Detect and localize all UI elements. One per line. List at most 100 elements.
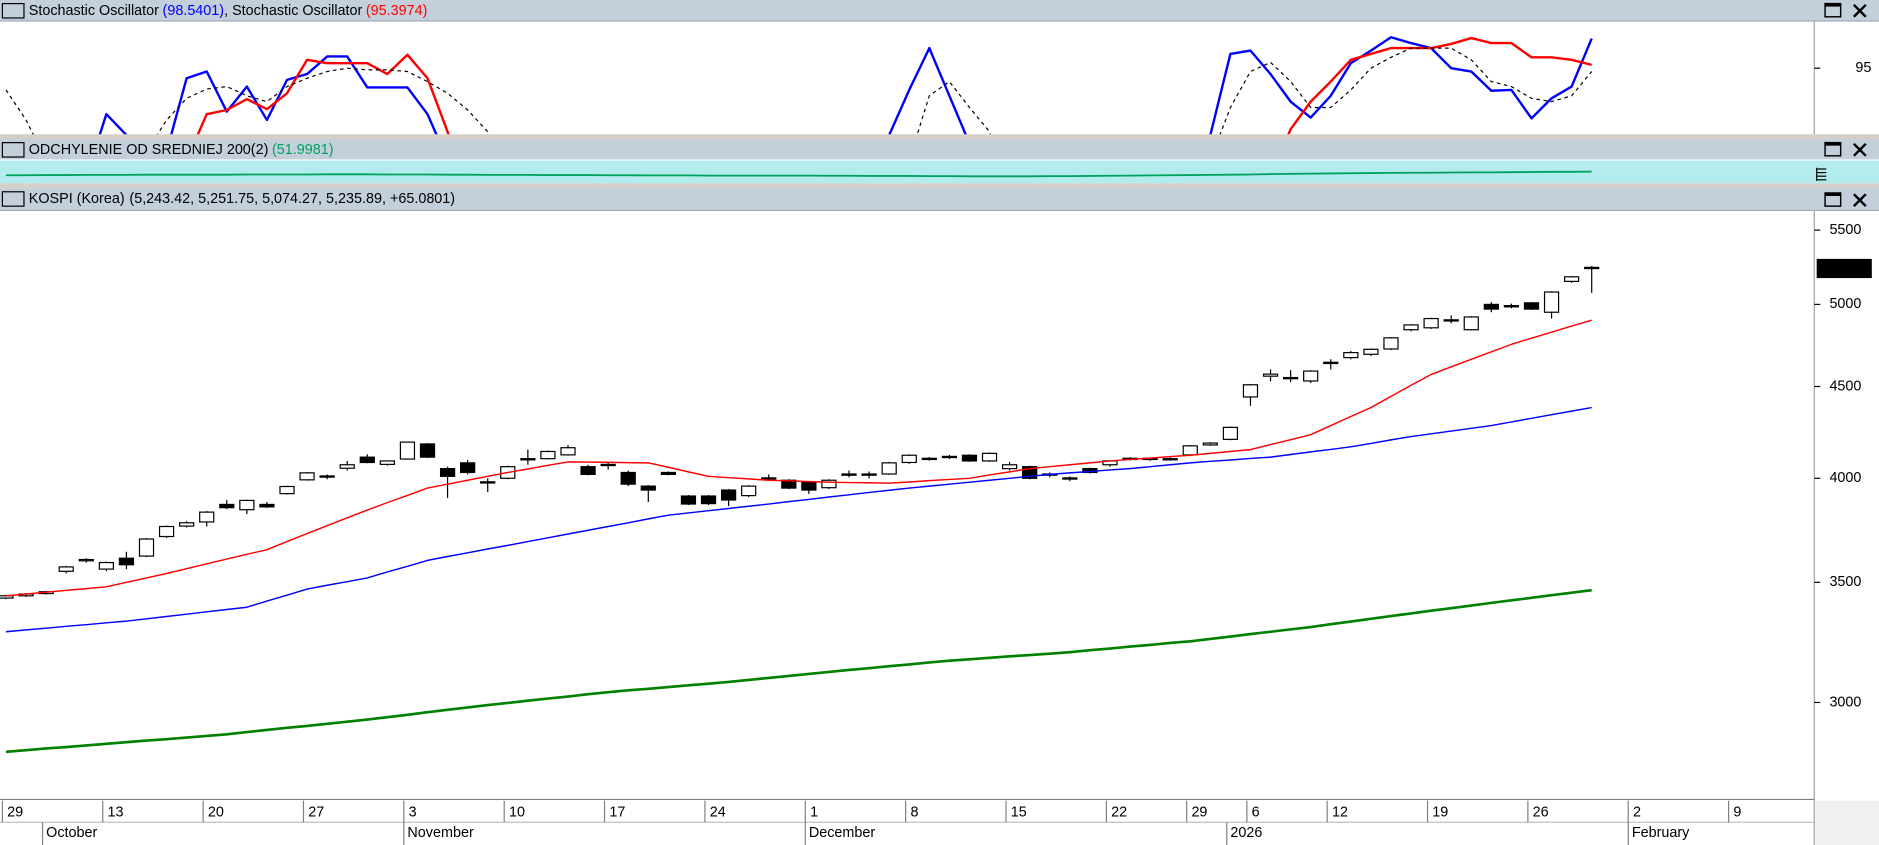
indicator-line: [98, 36, 1593, 135]
candle-body: [901, 454, 917, 464]
candle-body: [1543, 291, 1560, 313]
x-tick-label: 13: [108, 804, 124, 820]
x-tick-label: 12: [1332, 804, 1348, 820]
candle-body: [399, 441, 416, 460]
month-label: October: [46, 825, 97, 841]
candle-body: [720, 489, 737, 501]
y-tick-label: 3000: [1829, 694, 1861, 710]
y-tick-label: 5000: [1829, 296, 1861, 312]
candle-body: [921, 457, 937, 461]
candle-body: [741, 485, 757, 497]
candle-body: [1202, 442, 1218, 446]
legend-value: (98.5401): [163, 3, 225, 19]
candle-body: [118, 557, 135, 566]
maximize-button[interactable]: [1824, 192, 1842, 207]
candle-body: [1022, 466, 1038, 479]
x-tick-label: 15: [1011, 804, 1027, 820]
x-tick-label: 1: [810, 804, 818, 820]
title-values: (5,243.42, 5,251.75, 5,074.27, 5,235.89,…: [129, 191, 455, 207]
candle-body: [1423, 317, 1439, 329]
maximize-button[interactable]: [1824, 2, 1842, 18]
candle-body: [1483, 303, 1499, 310]
plot-area: [0, 266, 1600, 754]
last-price-box: [1816, 258, 1872, 279]
candle-body: [0, 595, 14, 599]
candle-body: [1343, 352, 1359, 359]
candle-body: [379, 460, 395, 465]
candle-body: [1383, 337, 1399, 350]
plot-area: [5, 170, 1592, 178]
candle-body: [1162, 458, 1178, 461]
panel-icon: [1, 191, 25, 207]
candle-body: [1182, 445, 1198, 456]
legend-value: (51.9981): [272, 142, 334, 158]
candle-body: [1001, 464, 1018, 470]
indicator-line: [5, 319, 1592, 597]
month-label: December: [809, 825, 876, 841]
x-tick-label: 26: [1533, 804, 1549, 820]
x-tick-label: 20: [208, 804, 224, 820]
month-label: 2026: [1230, 825, 1262, 841]
candle-body: [1523, 302, 1540, 310]
candle-body: [961, 454, 978, 462]
candle-body: [199, 511, 215, 523]
candle-body: [279, 485, 295, 495]
candle-body: [1584, 266, 1600, 270]
y-tick-label: 5500: [1829, 222, 1861, 238]
x-tick-label: 10: [509, 804, 525, 820]
candle-body: [801, 481, 817, 491]
corner: [1815, 800, 1879, 845]
x-tick-label: 27: [308, 804, 324, 820]
divider: [0, 20, 1879, 22]
panel-plot: [0, 160, 1879, 184]
month-label: November: [407, 825, 474, 841]
panel-header: [0, 139, 1879, 160]
candle-body: [540, 450, 556, 460]
panel-header: [0, 188, 1879, 210]
candle-body: [219, 503, 235, 509]
candle-body: [58, 566, 74, 572]
candle-body: [640, 485, 656, 491]
indicator-line: [5, 47, 1593, 135]
y-tick-label: 4500: [1829, 378, 1861, 394]
candle-body: [821, 479, 837, 489]
candle-body: [138, 538, 155, 557]
month-label: February: [1632, 825, 1690, 841]
panel-header: [0, 0, 1879, 21]
x-tick-label: 29: [7, 804, 23, 820]
candle-body: [620, 471, 636, 485]
legend-value: (95.3974): [366, 3, 428, 19]
panel-icon: [1, 2, 25, 19]
close-button[interactable]: [1852, 142, 1867, 157]
x-tick-label: 8: [910, 804, 918, 820]
panel-title: KOSPI (Korea) (5,243.42, 5,251.75, 5,074.…: [29, 191, 455, 207]
candle-body: [1443, 319, 1459, 322]
scale-icon: [1816, 167, 1827, 181]
x-tick-label: 9: [1733, 804, 1741, 820]
candle-body: [158, 525, 175, 538]
divider: [0, 209, 1879, 211]
candle-body: [239, 499, 255, 511]
candle-body: [1363, 348, 1379, 355]
x-tick-label: 2: [1633, 804, 1641, 820]
candle-body: [1262, 373, 1279, 377]
candle-body: [941, 455, 958, 459]
candle-body: [359, 456, 375, 464]
candle-body: [1303, 370, 1319, 382]
candle-body: [680, 495, 697, 505]
panel-title: Stochastic Oscillator (98.5401), Stochast…: [29, 3, 428, 19]
candle-body: [78, 558, 94, 562]
close-button[interactable]: [1852, 193, 1867, 208]
candle-body: [560, 447, 576, 456]
last-price-label: 5235.89: [1820, 261, 1868, 276]
candle-body: [1222, 426, 1239, 440]
candle-body: [299, 472, 315, 481]
indicator-line: [5, 588, 1592, 754]
indicator-line: [5, 170, 1592, 178]
close-button[interactable]: [1852, 3, 1867, 18]
candle-body: [480, 481, 496, 484]
candle-body: [761, 477, 777, 480]
candle-body: [1564, 276, 1580, 282]
maximize-button[interactable]: [1824, 141, 1842, 157]
